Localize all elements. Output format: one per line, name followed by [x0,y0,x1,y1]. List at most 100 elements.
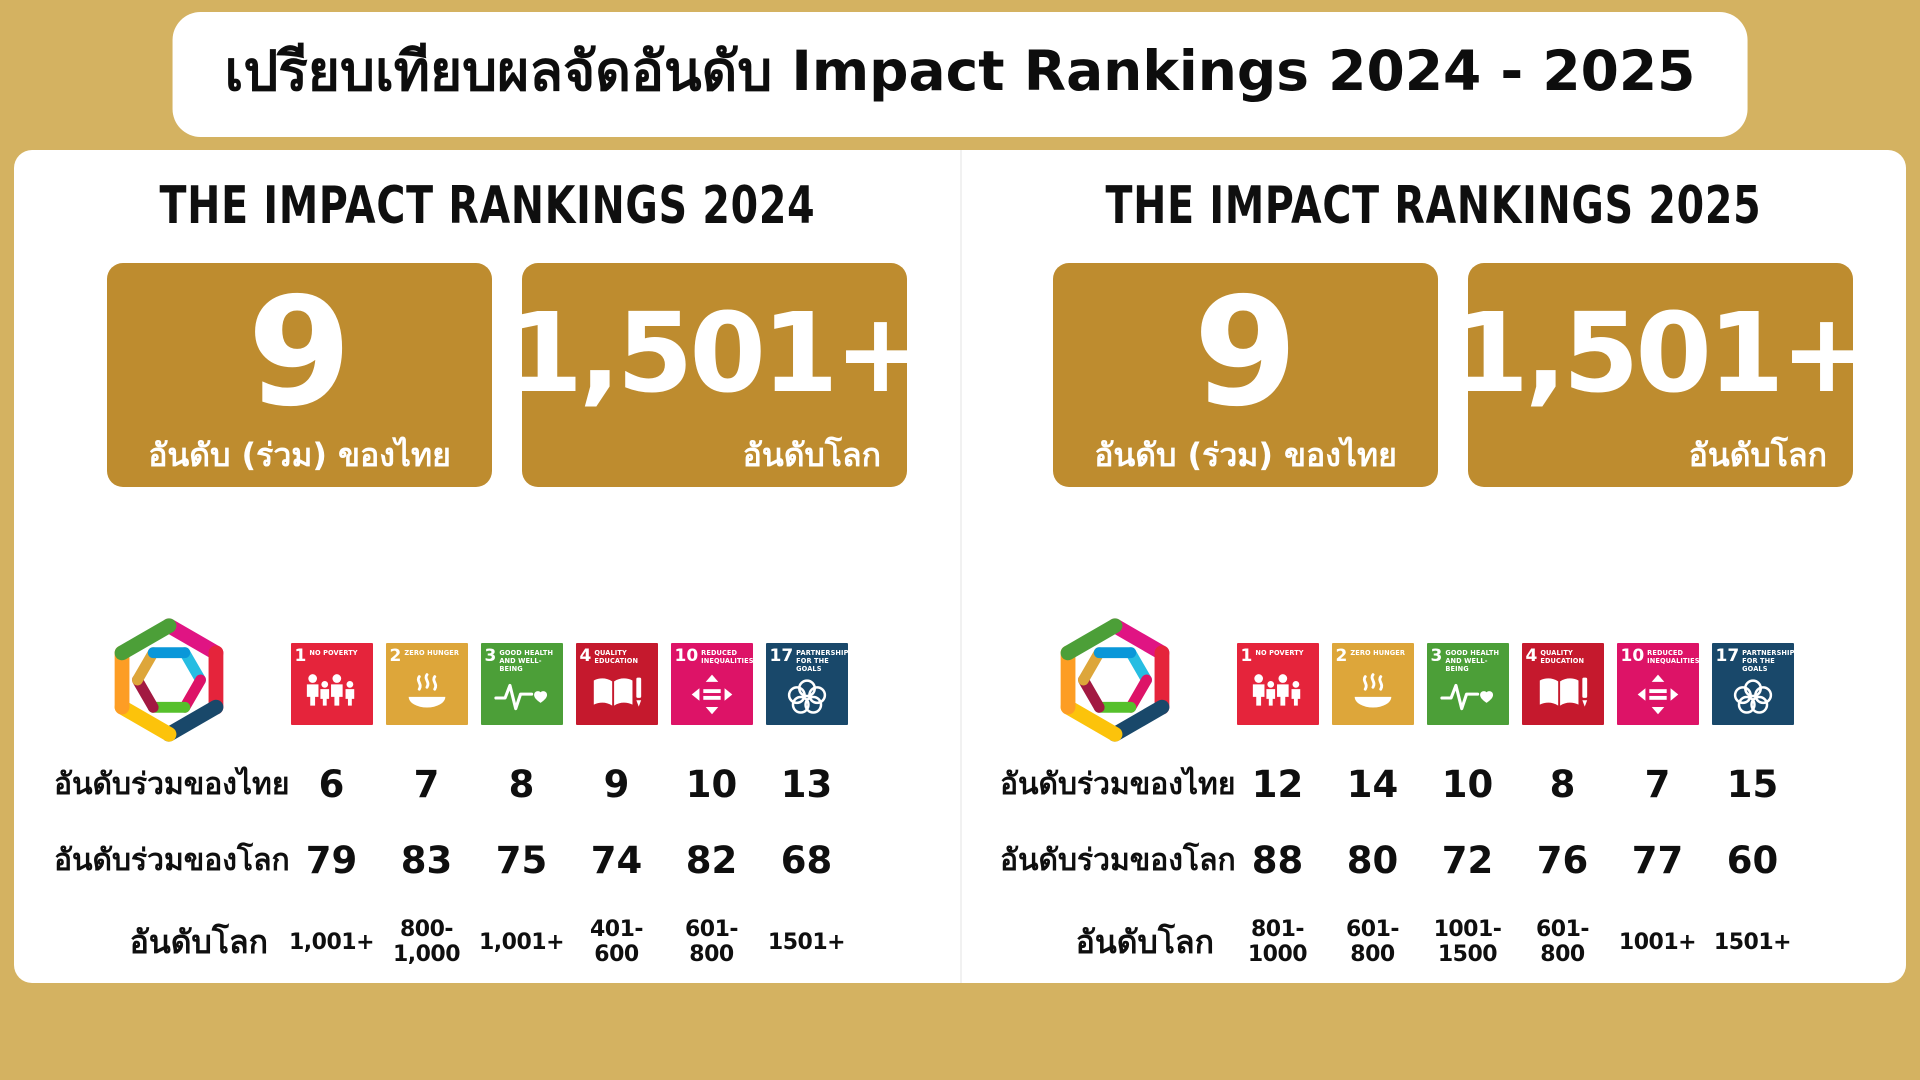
rank-range-cell: 1001-1500 [1433,917,1502,967]
row-label: อันดับร่วมของไทย [1000,766,1236,802]
row-label: อันดับร่วมของไทย [54,766,290,802]
rank-cell: 7 [413,762,440,806]
rank-cell: 10 [1441,762,1494,806]
open-book-pictogram-icon [593,677,641,707]
rank-range-cell: 1,001+ [288,929,375,955]
sdg-goal-title: QUALITY EDUCATION [594,649,639,665]
sdg-goal-title: PARTNERSHIPS FOR THE GOALS [1742,649,1800,673]
equality-arrows-pictogram-icon [691,674,732,715]
sdg-goal-header: 4 QUALITY EDUCATION [579,646,654,670]
open-book-pictogram-icon [1539,677,1587,707]
family-pictogram-icon [1252,674,1300,706]
sdg-goal-17-card: 17 PARTNERSHIPS FOR THE GOALS [765,643,854,725]
rank-range-cell: 1501+ [767,929,846,955]
rank-range-cell: 800-1,000 [392,917,461,967]
sdg-goal-number: 1 [1240,646,1253,666]
rank-range-cell: 601-800 [1345,917,1400,967]
sdg-goal-title: NO POVERTY [1255,649,1304,657]
section-2024: THE IMPACT RANKINGS 2024 9 อันดับ (ร่วม)… [14,150,960,983]
rank-cell: 74 [590,838,643,882]
sdg-goal-number: 10 [674,646,699,666]
sdg-goal-title: NO POVERTY [309,649,358,657]
rank-range-cell: 1501+ [1713,929,1792,955]
rank-cell: 15 [1726,762,1779,806]
rank-range-cell: 601-800 [1535,917,1590,967]
sdg-icons-row: 1 NO POVERTY 2 ZERO HUNGER [54,605,864,750]
thai-joint-rank-row: อันดับร่วมของไทย 12 14 10 8 7 15 [1000,758,1810,810]
sdg-goal-header: 17 PARTNERSHIPS FOR THE GOALS [770,647,854,674]
sdg-goal-10-card: 10 REDUCED INEQUALITIES [1616,643,1700,725]
family-pictogram-icon [306,674,354,706]
sdg-goal-title: GOOD HEALTH AND WELL-BEING [1445,649,1500,673]
rank-cell: 68 [780,838,833,882]
sdg-goal-header: 17 PARTNERSHIPS FOR THE GOALS [1715,646,1800,674]
rank-cell: 6 [318,762,345,806]
sdg-goal-header: 10 REDUCED INEQUALITIES [1620,646,1700,670]
world-rank-badge: 1,501+ อันดับโลก [1452,263,1873,487]
rank-range-cell: 1001+ [1618,929,1697,955]
world-rank-value: 1,501+ [506,289,926,418]
rank-cell: 14 [1346,762,1399,806]
heartbeat-pictogram-icon [1439,683,1493,710]
rank-cell: 12 [1251,762,1304,806]
world-rank-label: อันดับโลก [1688,435,1827,474]
sdg-goal-number: 2 [1335,646,1348,666]
sdg-goal-1-card: 1 NO POVERTY [290,643,373,725]
equality-arrows-pictogram-icon [1637,674,1678,715]
world-joint-rank-row: อันดับร่วมของโลก 88 80 72 76 77 60 [1000,834,1810,886]
sdg-goal-number: 10 [1620,646,1645,666]
sdg-wheel-cell [1000,605,1230,753]
row-label: อันดับร่วมของโลก [54,842,290,878]
section-2025-header-text: THE IMPACT RANKINGS 2025 [1105,176,1761,236]
sdg-goal-header: 3 GOOD HEALTH AND WELL-BEING [1430,646,1505,674]
rank-range-cell: 401-600 [589,917,644,967]
sdg-goal-title: ZERO HUNGER [404,649,460,657]
thai-rank-badge: 9 อันดับ (ร่วม) ของไทย [107,263,492,487]
sdg-goal-number: 3 [1430,646,1443,666]
rank-cell: 75 [495,838,548,882]
thai-rank-label: อันดับ (ร่วม) ของไทย [1094,435,1397,474]
sdg-goal-number: 17 [1715,646,1740,666]
thai-joint-rank-row: อันดับร่วมของไทย 6 7 8 9 10 13 [54,758,864,810]
sdg-goal-2-card: 2 ZERO HUNGER [385,643,468,725]
sdg-goal-number: 2 [389,646,402,666]
content-panel: THE IMPACT RANKINGS 2024 9 อันดับ (ร่วม)… [14,150,1906,983]
sdg-wheel-logo-icon [114,618,224,742]
rank-cell: 82 [685,838,738,882]
world-joint-rank-row: อันดับร่วมของโลก 79 83 75 74 82 68 [54,834,864,886]
sdg-goal-number: 3 [484,646,497,666]
thai-rank-value: 9 [1193,266,1298,441]
rank-cell: 72 [1441,838,1494,882]
rank-cell: 77 [1631,838,1684,882]
section-2024-header-text: THE IMPACT RANKINGS 2024 [159,176,815,236]
panel-divider [960,150,962,983]
world-rank-row: อันดับโลก 1,001+ 800-1,000 1,001+ 401-60… [54,916,864,968]
sdg-goal-1-card: 1 NO POVERTY [1236,643,1319,725]
sdg-goal-header: 1 NO POVERTY [1240,646,1315,670]
sdg-goal-header: 4 QUALITY EDUCATION [1526,647,1600,670]
sdg-goal-title: PARTNERSHIPS FOR THE GOALS [796,649,854,673]
rank-range-cell: 801-1000 [1247,917,1308,967]
row-label: อันดับร่วมของโลก [1000,842,1236,878]
rank-cell: 8 [1549,762,1576,806]
sdg-goal-3-card: 3 GOOD HEALTH AND WELL-BEING [480,643,563,725]
sdg-goal-number: 4 [579,646,592,666]
sdg-goal-4-card: 4 QUALITY EDUCATION [575,643,658,725]
rank-cell: 10 [685,762,738,806]
rank-cell: 80 [1346,838,1399,882]
row-label: อันดับโลก [1075,922,1214,961]
sdg-goal-4-card: 4 QUALITY EDUCATION [1521,643,1604,725]
sdg-goal-17-card: 17 PARTNERSHIPS FOR THE GOALS [1711,643,1800,725]
sdg-goal-title: QUALITY EDUCATION [1540,649,1585,665]
sdg-goal-header: 1 NO POVERTY [294,646,369,670]
steaming-bowl-pictogram-icon [408,673,445,708]
thai-rank-value: 9 [247,266,352,441]
rank-cell: 60 [1726,838,1779,882]
section-2024-header: THE IMPACT RANKINGS 2024 [14,176,960,236]
thai-rank-label: อันดับ (ร่วม) ของไทย [148,435,451,474]
sdg-wheel-cell [54,605,284,753]
world-rank-badge: 1,501+ อันดับโลก [506,263,927,487]
sdg-goal-number: 1 [294,646,307,666]
world-rank-row: อันดับโลก 801-1000 601-800 1001-1500 601… [1000,916,1810,968]
